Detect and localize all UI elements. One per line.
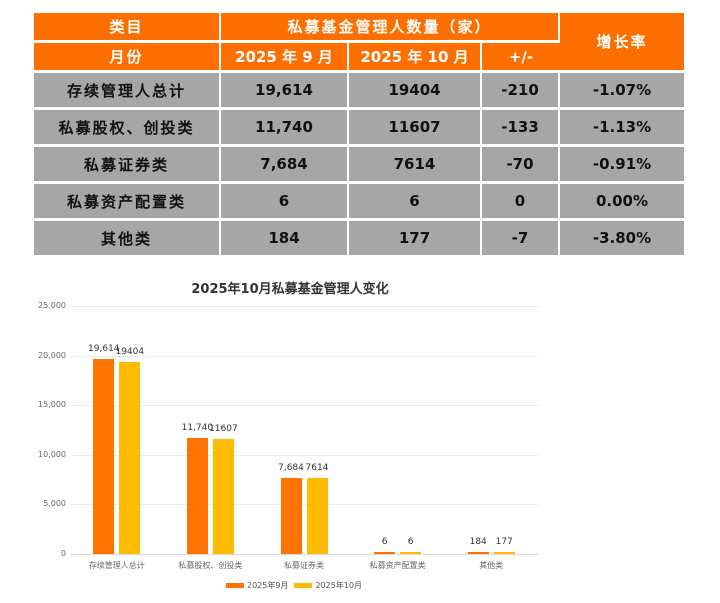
- legend-item-sep[interactable]: 2025年9月: [226, 580, 288, 591]
- row-name: 私募资产配置类: [34, 184, 221, 221]
- row-rate: 0.00%: [560, 184, 684, 221]
- bar-value-label: 11607: [209, 423, 238, 434]
- bar-value-label: 7,684: [278, 462, 304, 473]
- row-rate: -1.07%: [560, 73, 684, 110]
- x-category-label: 存续管理人总计: [88, 561, 145, 570]
- row-diff: 0: [482, 184, 560, 221]
- row-diff: -210: [482, 73, 560, 110]
- row-diff: -7: [482, 221, 560, 258]
- y-tick-label: 20,000: [38, 350, 66, 360]
- row-sep: 11,740: [221, 110, 349, 147]
- row-oct: 11607: [349, 110, 482, 147]
- bar[interactable]: [186, 437, 208, 554]
- row-sep: 184: [221, 221, 349, 258]
- gridline: [70, 454, 538, 456]
- legend-label: 2025年9月: [247, 581, 289, 590]
- y-tick-label: 25,000: [38, 301, 66, 310]
- gridline: [70, 554, 538, 555]
- row-name: 存续管理人总计: [34, 73, 221, 110]
- bar-value-label: 6: [381, 537, 388, 547]
- bar[interactable]: [93, 359, 115, 554]
- legend-label: 2025年10月: [315, 581, 362, 590]
- bar[interactable]: [306, 478, 328, 554]
- bar[interactable]: [280, 477, 302, 554]
- bar-value-label: 6: [407, 537, 414, 547]
- header-row-1: 类目 私募基金管理人数量（家） 增长率: [34, 13, 684, 73]
- row-sep: 19,614: [221, 73, 349, 110]
- y-tick-label: 15,000: [38, 400, 66, 410]
- row-name: 私募股权、创投类: [34, 110, 221, 147]
- row-rate: -1.13%: [560, 110, 684, 147]
- bar-value-label: 177: [495, 537, 513, 547]
- chart-legend: 2025年9月 2025年10月: [226, 580, 368, 591]
- header-row-2: 月份 2025 年 9 月 2025 年 10 月 +/-: [34, 43, 684, 73]
- bar[interactable]: [493, 552, 515, 554]
- y-tick-label: 10,000: [38, 449, 66, 459]
- bar[interactable]: [467, 552, 489, 554]
- x-category-label: 私募资产配置类: [369, 561, 426, 570]
- row-oct: 177: [349, 221, 482, 258]
- row-sep: 7,684: [221, 147, 349, 184]
- row-diff: -133: [482, 110, 560, 147]
- x-category-label: 私募股权、创投类: [178, 561, 243, 570]
- table-row: 私募证券类 7,684 7614 -70 -0.91%: [34, 147, 684, 184]
- bar-value-label: 19404: [115, 346, 145, 357]
- table-row: 私募股权、创投类 11,740 11607 -133 -1.13%: [34, 110, 684, 147]
- bar-value-label: 19,614: [88, 344, 120, 355]
- chart-title: 2025年10月私募基金管理人变化: [191, 282, 389, 297]
- bar-chart: 2025年10月私募基金管理人变化 0 5,000 10,000 15,000 20,0…: [30, 270, 550, 600]
- header-sep: 2025 年 9 月: [221, 43, 349, 73]
- row-name: 其他类: [34, 221, 221, 258]
- table-row: 其他类 184 177 -7 -3.80%: [34, 221, 684, 258]
- row-oct: 6: [349, 184, 482, 221]
- header-oct: 2025 年 10 月: [349, 43, 482, 73]
- header-month: 月份: [34, 43, 221, 73]
- bar[interactable]: [212, 438, 234, 554]
- bar-value-label: 7614: [305, 463, 329, 474]
- gridline: [70, 504, 538, 506]
- legend-item-oct[interactable]: 2025年10月: [294, 580, 362, 591]
- bar[interactable]: [374, 552, 396, 554]
- row-oct: 19404: [349, 73, 482, 110]
- row-oct: 7614: [349, 147, 482, 184]
- x-category-label: 其他类: [479, 561, 504, 570]
- header-group: 私募基金管理人数量（家）: [221, 13, 560, 43]
- table-row: 私募资产配置类 6 6 0 0.00%: [34, 184, 684, 221]
- y-tick-label: 0: [60, 549, 66, 558]
- header-category: 类目: [34, 13, 221, 43]
- bar-value-label: 184: [469, 537, 487, 547]
- gridline: [70, 355, 538, 357]
- row-rate: -0.91%: [560, 147, 684, 184]
- bar-value-label: 11,740: [181, 422, 214, 433]
- x-category-label: 私募证券类: [284, 561, 324, 570]
- legend-swatch-icon: [226, 583, 244, 588]
- row-sep: 6: [221, 184, 349, 221]
- legend-swatch-icon: [294, 583, 313, 588]
- bar[interactable]: [400, 552, 422, 554]
- gridline: [70, 405, 538, 407]
- manager-count-table: 类目 私募基金管理人数量（家） 增长率 月份 2025 年 9 月 2025 年…: [34, 13, 684, 258]
- bar[interactable]: [119, 361, 141, 554]
- header-growth: 增长率: [560, 13, 684, 73]
- gridline: [70, 306, 538, 307]
- row-rate: -3.80%: [560, 221, 684, 258]
- row-name: 私募证券类: [34, 147, 221, 184]
- y-tick-label: 5,000: [43, 499, 66, 509]
- header-diff: +/-: [482, 43, 560, 73]
- row-diff: -70: [482, 147, 560, 184]
- table-row: 存续管理人总计 19,614 19404 -210 -1.07%: [34, 73, 684, 110]
